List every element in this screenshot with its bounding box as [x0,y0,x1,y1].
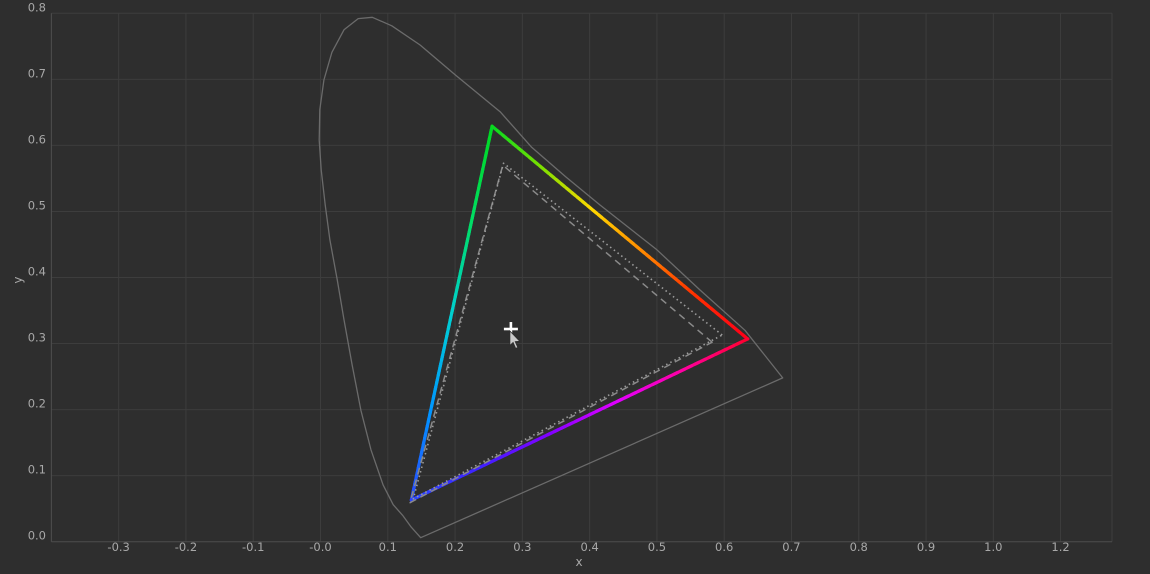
chart-series [318,16,784,539]
tick-labels: -0.3 -0.2 -0.1 -0.0 0.1 0.2 0.3 0.4 0.5 0.6 0.7 0.8… [28,0,1070,554]
y-tick-label: 0.5 [28,198,46,212]
axis-spines [50,13,1112,543]
y-axis-title: y [11,276,25,283]
x-tick-label: -0.3 [107,540,129,554]
x-tick-label: 0.9 [917,540,935,554]
y-tick-label: 0.7 [28,66,46,80]
grid-lines [50,12,1113,542]
x-tick-label: -0.2 [175,540,197,554]
y-tick-label: 0.8 [28,0,46,14]
x-tick-label: 0.6 [715,540,733,554]
x-tick-label: 0.4 [580,540,598,554]
y-tick-label: 0.4 [28,265,46,279]
x-tick-label: 1.0 [984,540,1002,554]
y-tick-label: 0.2 [28,397,46,411]
reference-gamut-dotted [412,162,724,500]
spectral-locus [318,16,784,539]
gamut-edge-blue-green [409,124,494,502]
y-tick-label: 0.0 [28,529,46,543]
x-tick-label: -0.1 [242,540,264,554]
x-tick-label: 0.3 [513,540,531,554]
x-tick-label: 0.8 [850,540,868,554]
y-tick-label: 0.3 [28,331,46,345]
x-tick-label: -0.0 [309,540,331,554]
gamut-edge-segment [409,495,420,502]
x-tick-label: 0.7 [782,540,800,554]
y-tick-label: 0.1 [28,463,46,477]
x-tick-label: 0.5 [648,540,666,554]
x-axis-title: x [575,555,582,569]
x-tick-label: 0.1 [379,540,397,554]
mouse-cursor-icon[interactable] [509,330,521,349]
reference-gamut-dashed [409,164,713,504]
x-tick-label: 0.2 [446,540,464,554]
x-tick-label: 1.2 [1051,540,1069,554]
gamut-edge-green-red [490,124,750,341]
y-tick-label: 0.6 [28,132,46,146]
